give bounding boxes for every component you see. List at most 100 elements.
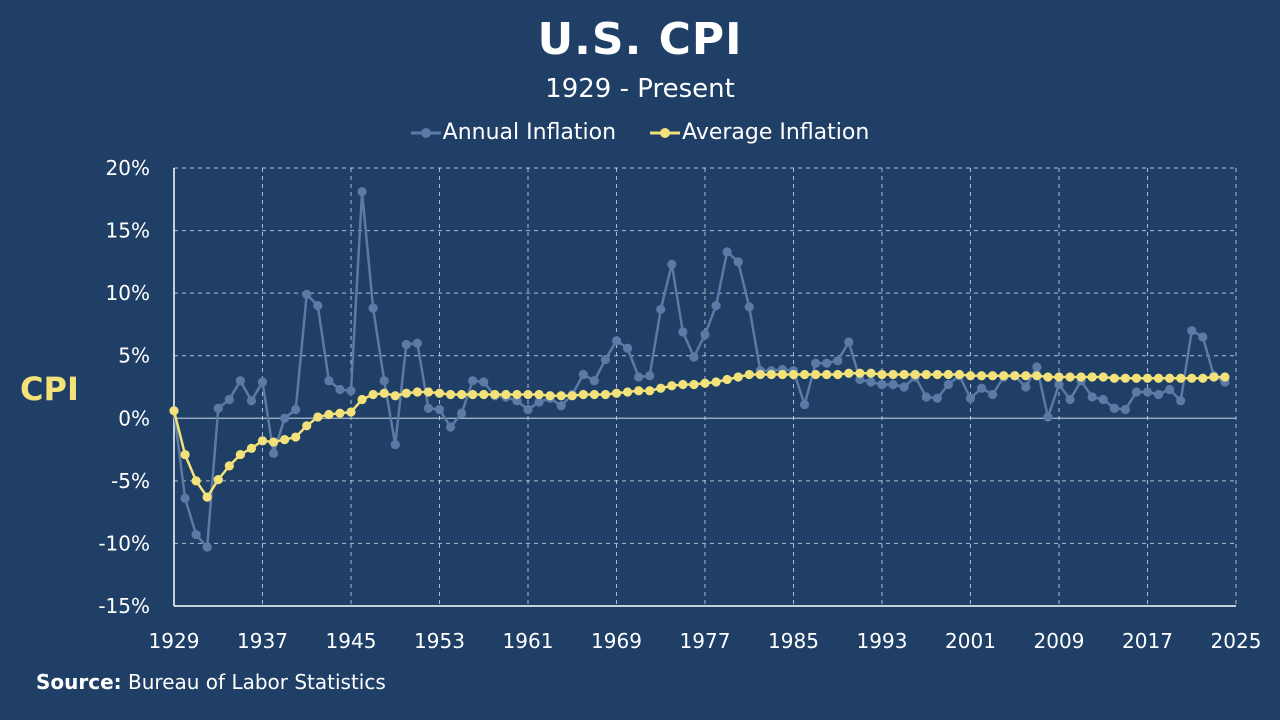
annual-inflation-point: [722, 247, 732, 257]
average-inflation-point: [667, 381, 677, 391]
average-inflation-point: [755, 369, 765, 380]
average-inflation-point: [921, 369, 931, 380]
average-inflation-point: [1198, 373, 1208, 383]
average-inflation-point: [280, 434, 290, 445]
average-inflation-point: [799, 369, 810, 380]
annual-inflation-point: [1198, 332, 1208, 342]
legend-item-annual: Annual Inflation: [410, 120, 617, 145]
average-inflation-point: [954, 369, 965, 380]
average-inflation-point: [1131, 373, 1142, 383]
annual-inflation-point: [943, 379, 953, 390]
annual-inflation-point: [302, 289, 312, 299]
average-inflation-point: [1065, 372, 1075, 382]
annual-inflation-point: [965, 393, 976, 403]
annual-inflation-point: [246, 396, 257, 406]
average-inflation-point: [777, 369, 788, 380]
average-inflation-point: [401, 388, 411, 398]
legend-annual-marker: [410, 127, 441, 138]
average-inflation-point: [468, 389, 478, 400]
average-inflation-point: [335, 408, 345, 418]
annual-inflation-point: [556, 401, 566, 411]
source-note: Source: Bureau of Labor Statistics: [36, 670, 386, 694]
annual-inflation-point: [578, 369, 588, 380]
average-inflation-point: [866, 368, 876, 378]
average-inflation-point: [600, 389, 611, 400]
annual-inflation-point: [324, 376, 334, 386]
average-inflation-point: [634, 386, 644, 396]
annual-inflation-point: [1153, 389, 1164, 400]
annual-inflation-point: [866, 377, 876, 387]
x-tick-label: 2017: [1122, 629, 1173, 653]
annual-inflation-point: [468, 376, 478, 386]
average-inflation-point: [822, 369, 832, 380]
annual-inflation-point: [645, 371, 655, 381]
x-tick-label: 2009: [1034, 629, 1085, 653]
annual-inflation-point: [357, 187, 367, 197]
average-inflation-point: [257, 436, 268, 446]
average-inflation-point: [268, 437, 279, 447]
average-inflation-point: [888, 369, 898, 380]
annual-inflation-point: [379, 376, 389, 386]
average-inflation-point: [877, 369, 887, 380]
average-inflation-point: [567, 391, 577, 401]
annual-inflation-point: [611, 336, 622, 346]
annual-inflation-point: [235, 376, 245, 386]
annual-inflation-point: [180, 493, 190, 503]
average-inflation-point: [313, 412, 323, 422]
annual-inflation-point: [1098, 394, 1108, 405]
average-inflation-point: [744, 369, 754, 380]
x-tick-label: 1961: [503, 629, 554, 653]
average-inflation-point: [611, 388, 622, 398]
annual-inflation-point: [1165, 384, 1175, 395]
average-inflation-point: [512, 389, 522, 400]
annual-inflation-point: [268, 448, 279, 458]
average-inflation-point: [1087, 372, 1097, 382]
average-inflation-point: [1021, 371, 1031, 381]
annual-inflation-point: [976, 383, 987, 393]
average-inflation-point: [180, 449, 190, 460]
legend-annual-label: Annual Inflation: [442, 120, 617, 145]
annual-inflation-point: [1109, 403, 1119, 413]
annual-inflation-point: [799, 399, 810, 410]
annual-inflation-point: [213, 403, 223, 413]
average-inflation-point: [490, 389, 500, 400]
average-inflation-point: [1209, 372, 1219, 382]
average-inflation-point: [246, 443, 257, 453]
average-inflation-point: [965, 371, 976, 381]
annual-inflation-point: [589, 376, 599, 386]
average-inflation-point: [1187, 373, 1197, 383]
average-inflation-point: [501, 389, 511, 400]
average-inflation-point: [1176, 373, 1186, 383]
legend: Annual Inflation Average Inflation: [0, 120, 1280, 145]
average-inflation-point: [1010, 371, 1020, 381]
annual-inflation-point: [744, 302, 754, 312]
legend-average-marker: [650, 127, 681, 138]
x-tick-label: 1953: [414, 629, 465, 653]
average-inflation-point: [346, 407, 356, 417]
average-inflation-point: [545, 391, 555, 401]
annual-inflation-point: [1142, 387, 1153, 397]
annual-inflation-point: [1065, 394, 1075, 405]
average-inflation-point: [788, 369, 799, 380]
average-inflation-point: [622, 387, 633, 397]
average-inflation-point: [390, 391, 400, 401]
average-inflation-point: [722, 374, 732, 385]
x-tick-label: 2001: [945, 629, 996, 653]
average-inflation-point: [711, 377, 721, 387]
average-inflation-point: [1165, 373, 1175, 383]
average-inflation-point: [368, 389, 378, 400]
average-inflation-point: [1109, 373, 1119, 383]
average-inflation-point: [976, 371, 987, 381]
annual-inflation-point: [844, 337, 854, 347]
average-inflation-point: [191, 476, 201, 486]
annual-inflation-point: [202, 542, 212, 552]
y-tick-label: 0%: [118, 406, 150, 430]
annual-inflation-point: [833, 356, 843, 366]
y-tick-label: 5%: [118, 344, 150, 368]
average-inflation-point: [434, 388, 445, 398]
average-inflation-point: [1153, 373, 1164, 383]
annual-inflation-point: [401, 339, 411, 350]
annual-inflation-point: [1021, 382, 1031, 392]
annual-inflation-line: [172, 191, 1226, 551]
